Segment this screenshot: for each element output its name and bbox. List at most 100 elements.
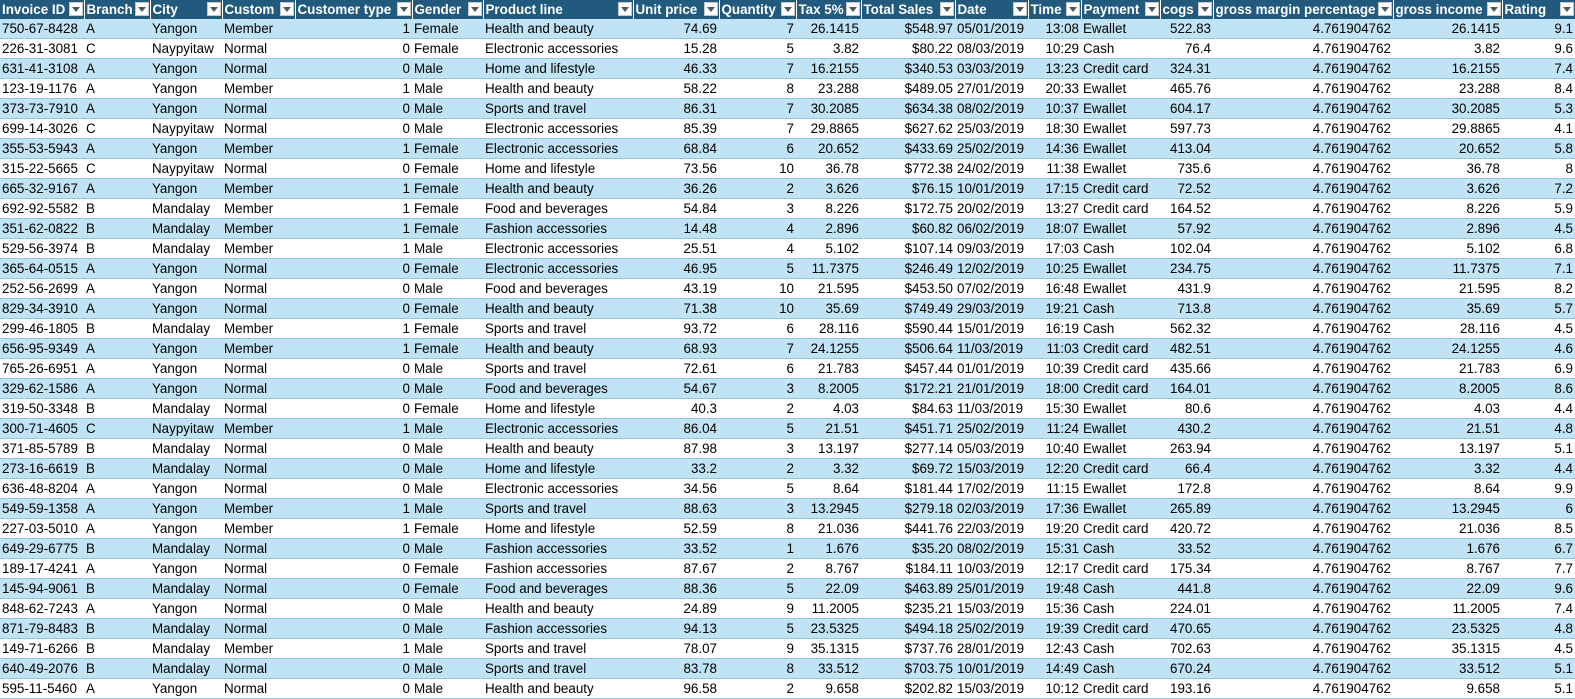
- cell-city[interactable]: Yangon: [150, 58, 222, 79]
- cell-price[interactable]: 24.89: [633, 598, 719, 619]
- filter-dropdown-icon[interactable]: [279, 2, 294, 16]
- cell-tax[interactable]: 23.5325: [796, 618, 861, 639]
- cell-date[interactable]: 15/03/2019: [955, 678, 1028, 699]
- cell-qty[interactable]: 4: [719, 218, 796, 239]
- cell-date[interactable]: 05/01/2019: [955, 19, 1028, 39]
- cell-qty[interactable]: 7: [719, 338, 796, 359]
- cell-customer[interactable]: Member: [222, 418, 295, 439]
- cell-customer[interactable]: Normal: [222, 598, 295, 619]
- cell-gmp[interactable]: 4.761904762: [1213, 19, 1393, 39]
- cell-gender[interactable]: Female: [412, 38, 483, 59]
- cell-tax[interactable]: 21.51: [796, 418, 861, 439]
- cell-total[interactable]: $172.21: [861, 378, 955, 399]
- cell-cogs[interactable]: 470.65: [1160, 618, 1213, 639]
- cell-gi[interactable]: 33.512: [1393, 658, 1502, 679]
- cell-branch[interactable]: A: [84, 98, 150, 119]
- cell-gmp[interactable]: 4.761904762: [1213, 418, 1393, 439]
- filter-dropdown-icon[interactable]: [1065, 2, 1080, 16]
- cell-qty[interactable]: 4: [719, 238, 796, 259]
- cell-gi[interactable]: 26.1415: [1393, 19, 1502, 39]
- cell-invoice[interactable]: 226-31-3081: [0, 38, 84, 59]
- cell-time[interactable]: 10:40: [1028, 438, 1081, 459]
- cell-gmp[interactable]: 4.761904762: [1213, 58, 1393, 79]
- cell-total[interactable]: $457.44: [861, 358, 955, 379]
- cell-gmp[interactable]: 4.761904762: [1213, 198, 1393, 219]
- cell-date[interactable]: 08/02/2019: [955, 98, 1028, 119]
- cell-gmp[interactable]: 4.761904762: [1213, 438, 1393, 459]
- cell-date[interactable]: 25/02/2019: [955, 618, 1028, 639]
- cell-gender[interactable]: Male: [412, 378, 483, 399]
- cell-price[interactable]: 36.26: [633, 178, 719, 199]
- cell-city[interactable]: Mandalay: [150, 538, 222, 559]
- cell-product[interactable]: Electronic accessories: [483, 38, 633, 59]
- cell-cogs[interactable]: 72.52: [1160, 178, 1213, 199]
- cell-tax[interactable]: 5.102: [796, 238, 861, 259]
- cell-gi[interactable]: 4.03: [1393, 398, 1502, 419]
- cell-ctype[interactable]: 1: [295, 638, 412, 659]
- cell-cogs[interactable]: 102.04: [1160, 238, 1213, 259]
- cell-product[interactable]: Food and beverages: [483, 198, 633, 219]
- cell-product[interactable]: Electronic accessories: [483, 418, 633, 439]
- cell-price[interactable]: 46.95: [633, 258, 719, 279]
- cell-branch[interactable]: B: [84, 658, 150, 679]
- cell-gi[interactable]: 21.51: [1393, 418, 1502, 439]
- cell-qty[interactable]: 7: [719, 58, 796, 79]
- cell-rating[interactable]: 4.8: [1502, 618, 1575, 639]
- cell-city[interactable]: Yangon: [150, 498, 222, 519]
- cell-product[interactable]: Electronic accessories: [483, 138, 633, 159]
- cell-qty[interactable]: 3: [719, 198, 796, 219]
- cell-price[interactable]: 54.67: [633, 378, 719, 399]
- cell-tax[interactable]: 36.78: [796, 158, 861, 179]
- cell-payment[interactable]: Ewallet: [1081, 278, 1160, 299]
- cell-rating[interactable]: 8.5: [1502, 518, 1575, 539]
- cell-branch[interactable]: B: [84, 638, 150, 659]
- cell-ctype[interactable]: 0: [295, 298, 412, 319]
- cell-product[interactable]: Fashion accessories: [483, 218, 633, 239]
- cell-cogs[interactable]: 175.34: [1160, 558, 1213, 579]
- cell-city[interactable]: Yangon: [150, 298, 222, 319]
- cell-rating[interactable]: 6.9: [1502, 358, 1575, 379]
- cell-time[interactable]: 17:03: [1028, 238, 1081, 259]
- cell-branch[interactable]: B: [84, 198, 150, 219]
- cell-qty[interactable]: 10: [719, 278, 796, 299]
- cell-price[interactable]: 83.78: [633, 658, 719, 679]
- cell-gi[interactable]: 11.7375: [1393, 258, 1502, 279]
- cell-rating[interactable]: 4.5: [1502, 318, 1575, 339]
- cell-city[interactable]: Mandalay: [150, 578, 222, 599]
- cell-ctype[interactable]: 0: [295, 618, 412, 639]
- cell-payment[interactable]: Credit card: [1081, 58, 1160, 79]
- column-header-branch[interactable]: Branch: [84, 0, 151, 19]
- cell-gmp[interactable]: 4.761904762: [1213, 478, 1393, 499]
- cell-payment[interactable]: Ewallet: [1081, 19, 1160, 39]
- cell-gender[interactable]: Female: [412, 19, 483, 39]
- cell-ctype[interactable]: 0: [295, 278, 412, 299]
- cell-invoice[interactable]: 636-48-8204: [0, 478, 84, 499]
- column-header-gi[interactable]: gross income: [1393, 0, 1503, 19]
- filter-dropdown-icon[interactable]: [68, 2, 83, 16]
- cell-cogs[interactable]: 80.6: [1160, 398, 1213, 419]
- cell-branch[interactable]: A: [84, 278, 150, 299]
- cell-tax[interactable]: 13.197: [796, 438, 861, 459]
- cell-total[interactable]: $494.18: [861, 618, 955, 639]
- cell-qty[interactable]: 5: [719, 618, 796, 639]
- column-header-customer[interactable]: Custom: [222, 0, 296, 19]
- cell-gi[interactable]: 24.1255: [1393, 338, 1502, 359]
- cell-city[interactable]: Mandalay: [150, 318, 222, 339]
- cell-tax[interactable]: 21.036: [796, 518, 861, 539]
- cell-total[interactable]: $749.49: [861, 298, 955, 319]
- cell-payment[interactable]: Ewallet: [1081, 258, 1160, 279]
- cell-invoice[interactable]: 640-49-2076: [0, 658, 84, 679]
- cell-date[interactable]: 25/02/2019: [955, 418, 1028, 439]
- filter-dropdown-icon[interactable]: [1377, 2, 1392, 16]
- column-header-ctype[interactable]: Customer type: [295, 0, 413, 19]
- cell-tax[interactable]: 30.2085: [796, 98, 861, 119]
- cell-invoice[interactable]: 299-46-1805: [0, 318, 84, 339]
- column-header-city[interactable]: City: [150, 0, 223, 19]
- cell-invoice[interactable]: 871-79-8483: [0, 618, 84, 639]
- cell-customer[interactable]: Member: [222, 78, 295, 99]
- cell-invoice[interactable]: 371-85-5789: [0, 438, 84, 459]
- cell-price[interactable]: 54.84: [633, 198, 719, 219]
- cell-time[interactable]: 10:25: [1028, 258, 1081, 279]
- cell-rating[interactable]: 5.1: [1502, 658, 1575, 679]
- cell-customer[interactable]: Normal: [222, 158, 295, 179]
